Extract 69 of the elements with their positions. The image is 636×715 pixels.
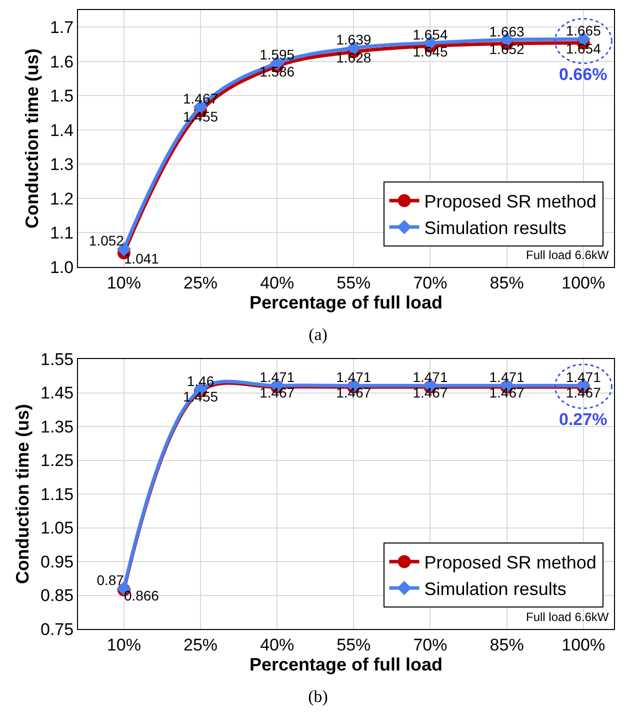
data-label: 1.471	[489, 369, 525, 386]
x-axis-title: Percentage of full load	[249, 292, 443, 312]
y-tick-label: 1.7	[50, 18, 74, 38]
data-label: 1.665	[566, 22, 602, 39]
x-tick-label: 100%	[562, 635, 606, 654]
data-label: 1.467	[260, 384, 295, 401]
data-label: 1.041	[124, 250, 160, 266]
y-tick-label: 1.0	[50, 258, 74, 277]
y-tick-label: 1.5	[50, 86, 74, 106]
x-tick-label: 55%	[336, 635, 371, 654]
y-axis-title: Conduction time (us)	[12, 404, 33, 584]
y-axis-title: Conduction time (us)	[22, 48, 42, 228]
data-label: 1.654	[412, 26, 448, 42]
legend-label: Simulation results	[424, 579, 566, 600]
data-label: 1.471	[566, 369, 602, 386]
data-label: 1.46	[186, 372, 214, 389]
data-label: 1.467	[336, 384, 372, 401]
data-label: 1.471	[260, 369, 295, 386]
x-tick-label: 100%	[562, 273, 606, 292]
y-tick-label: 1.55	[40, 350, 74, 369]
data-label: 1.639	[336, 32, 372, 48]
legend-label: Simulation results	[424, 218, 566, 238]
data-label: 1.595	[260, 46, 295, 63]
data-label: 0.866	[124, 587, 160, 604]
x-tick-label: 25%	[183, 635, 218, 654]
y-tick-label: 0.95	[40, 552, 74, 572]
x-tick-label: 85%	[490, 635, 524, 654]
x-axis-title: Percentage of full load	[249, 654, 443, 674]
data-label: 1.467	[412, 384, 448, 401]
x-tick-label: 25%	[183, 273, 218, 292]
y-tick-label: 1.2	[50, 189, 74, 208]
data-label: 1.471	[412, 369, 448, 386]
data-label: 1.467	[566, 384, 602, 401]
legend-label: Proposed SR method	[424, 552, 596, 573]
y-tick-label: 1.05	[40, 518, 74, 538]
annotation: Full load 6.6kW	[526, 248, 610, 262]
legend-label: Proposed SR method	[424, 192, 596, 212]
annotation: 0.66%	[559, 65, 608, 84]
data-label: 1.654	[566, 40, 602, 56]
y-tick-label: 1.4	[50, 120, 74, 140]
text: (a)	[308, 325, 328, 346]
x-tick-label: 70%	[413, 635, 448, 654]
x-tick-label: 40%	[260, 273, 294, 292]
annotation: Full load 6.6kW	[526, 610, 610, 624]
y-tick-label: 1.35	[40, 417, 74, 436]
x-tick-label: 10%	[106, 273, 141, 292]
data-label: 1.471	[336, 369, 372, 386]
data-label: 1.645	[412, 43, 448, 60]
y-tick-label: 1.3	[50, 155, 74, 174]
y-tick-label: 1.1	[50, 224, 74, 243]
x-tick-label: 10%	[106, 635, 141, 654]
x-tick-label: 70%	[413, 273, 448, 292]
data-label: 0.87	[96, 572, 124, 588]
y-tick-label: 0.75	[40, 620, 74, 639]
annotation: 0.27%	[559, 410, 608, 429]
x-tick-label: 40%	[260, 635, 294, 654]
data-label: 1.663	[489, 23, 525, 40]
text: (b)	[307, 687, 329, 708]
x-tick-label: 55%	[336, 273, 371, 292]
y-tick-label: 1.25	[40, 451, 74, 470]
data-label: 1.652	[489, 41, 525, 58]
data-label: 1.052	[88, 232, 124, 249]
x-tick-label: 85%	[490, 273, 524, 292]
y-tick-label: 1.15	[40, 484, 74, 504]
data-label: 1.467	[489, 384, 525, 401]
y-tick-label: 1.45	[40, 384, 74, 403]
data-label: 1.628	[336, 49, 372, 66]
y-tick-label: 1.6	[50, 52, 74, 72]
y-tick-label: 0.85	[40, 586, 74, 606]
